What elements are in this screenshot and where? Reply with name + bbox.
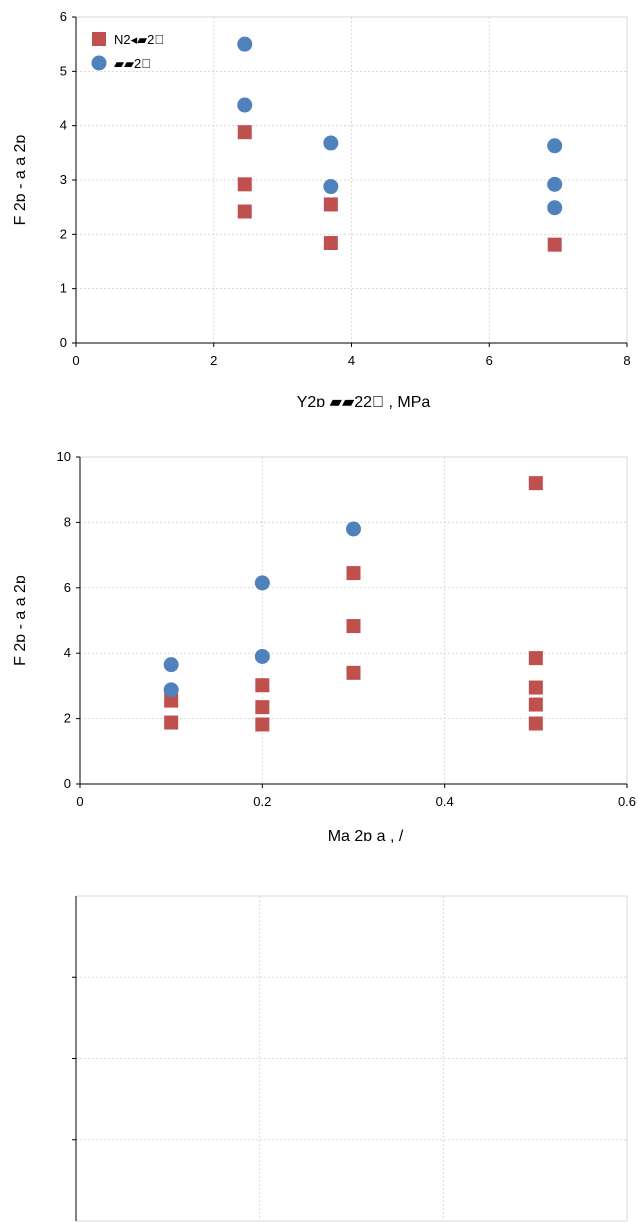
data-point-circle [547,200,563,216]
x-tick-label: 8 [623,353,630,368]
data-point-square [346,619,361,634]
data-point-square [528,716,543,731]
y-axis-label: F 2ɒ - a a 2ɒ [12,135,29,226]
x-tick-label: 0.6 [618,794,636,809]
y-tick-label: 5 [60,63,67,78]
y-tick-label: 4 [60,118,67,133]
x-tick-label: 0.4 [436,794,454,809]
data-point-circle [163,657,179,673]
data-point-circle [254,575,270,591]
data-point-square [528,651,543,666]
data-point-square [547,237,562,252]
data-point-square [255,717,270,732]
data-point-square [528,680,543,695]
legend-label: ▰▰2⃞ [114,56,151,71]
x-tick-label: 6 [486,353,493,368]
data-point-square [323,236,338,251]
series-1 [164,476,543,732]
y-tick-label: 2 [64,711,71,726]
series-2 [237,36,563,216]
data-point-circle [547,138,563,154]
x-tick-label: 0 [76,794,83,809]
series-1 [237,125,562,252]
legend-marker-circle [91,55,107,71]
data-point-square [164,715,179,730]
data-point-circle [547,176,563,192]
chart-3 [72,895,628,1222]
data-point-circle [237,97,253,113]
y-tick-label: 2 [60,226,67,241]
data-point-square [237,177,252,192]
data-point-circle [237,36,253,52]
data-point-circle [323,179,339,195]
data-point-square [346,665,361,680]
data-point-square [255,700,270,715]
x-axis-label: Y2ɒ ▰▰22⃞ , MPa [297,394,431,411]
x-axis-label: Ma 2ɒ a , / [328,828,404,845]
legend-marker-square [92,32,106,46]
y-tick-label: 6 [60,9,67,24]
y-tick-label: 3 [60,172,67,187]
x-tick-label: 0 [72,353,79,368]
chart-1: 0 1 2 3 4 5 6 0 2 4 6 8 Y2ɒ ▰▰22⃞ , MPa F 2ɒ - a a 2ɒ… [12,9,631,411]
data-point-circle [163,682,179,698]
data-point-square [323,197,338,212]
data-point-square [237,125,252,140]
series-2 [163,521,361,698]
x-tick-label: 0.2 [253,794,271,809]
data-point-circle [323,135,339,151]
data-point-square [164,693,179,708]
y-tick-label: 0 [60,335,67,350]
legend: N2◂▰2⃞ ▰▰2⃞ [91,32,164,71]
data-point-square [528,476,543,491]
y-tick-label: 0 [64,776,71,791]
y-tick-label: 4 [64,645,71,660]
y-axis-label: F 2ɒ - a a 2ɒ [12,575,29,666]
data-point-square [346,566,361,581]
x-tick-label: 2 [210,353,217,368]
data-point-circle [254,648,270,664]
y-tick-label: 10 [57,449,71,464]
data-point-circle [346,521,361,537]
x-tick-label: 4 [348,353,355,368]
y-tick-label: 6 [64,580,71,595]
data-point-square [528,697,543,712]
data-point-square [255,678,270,693]
data-point-square [237,204,252,219]
y-tick-label: 1 [60,281,67,296]
y-tick-label: 8 [64,514,71,529]
legend-label: N2◂▰2⃞ [114,32,164,47]
chart-2: 0 2 4 6 8 10 0 0.2 0.4 0.6 Ma 2ɒ a , / F 2ɒ - a a 2… [12,449,636,845]
